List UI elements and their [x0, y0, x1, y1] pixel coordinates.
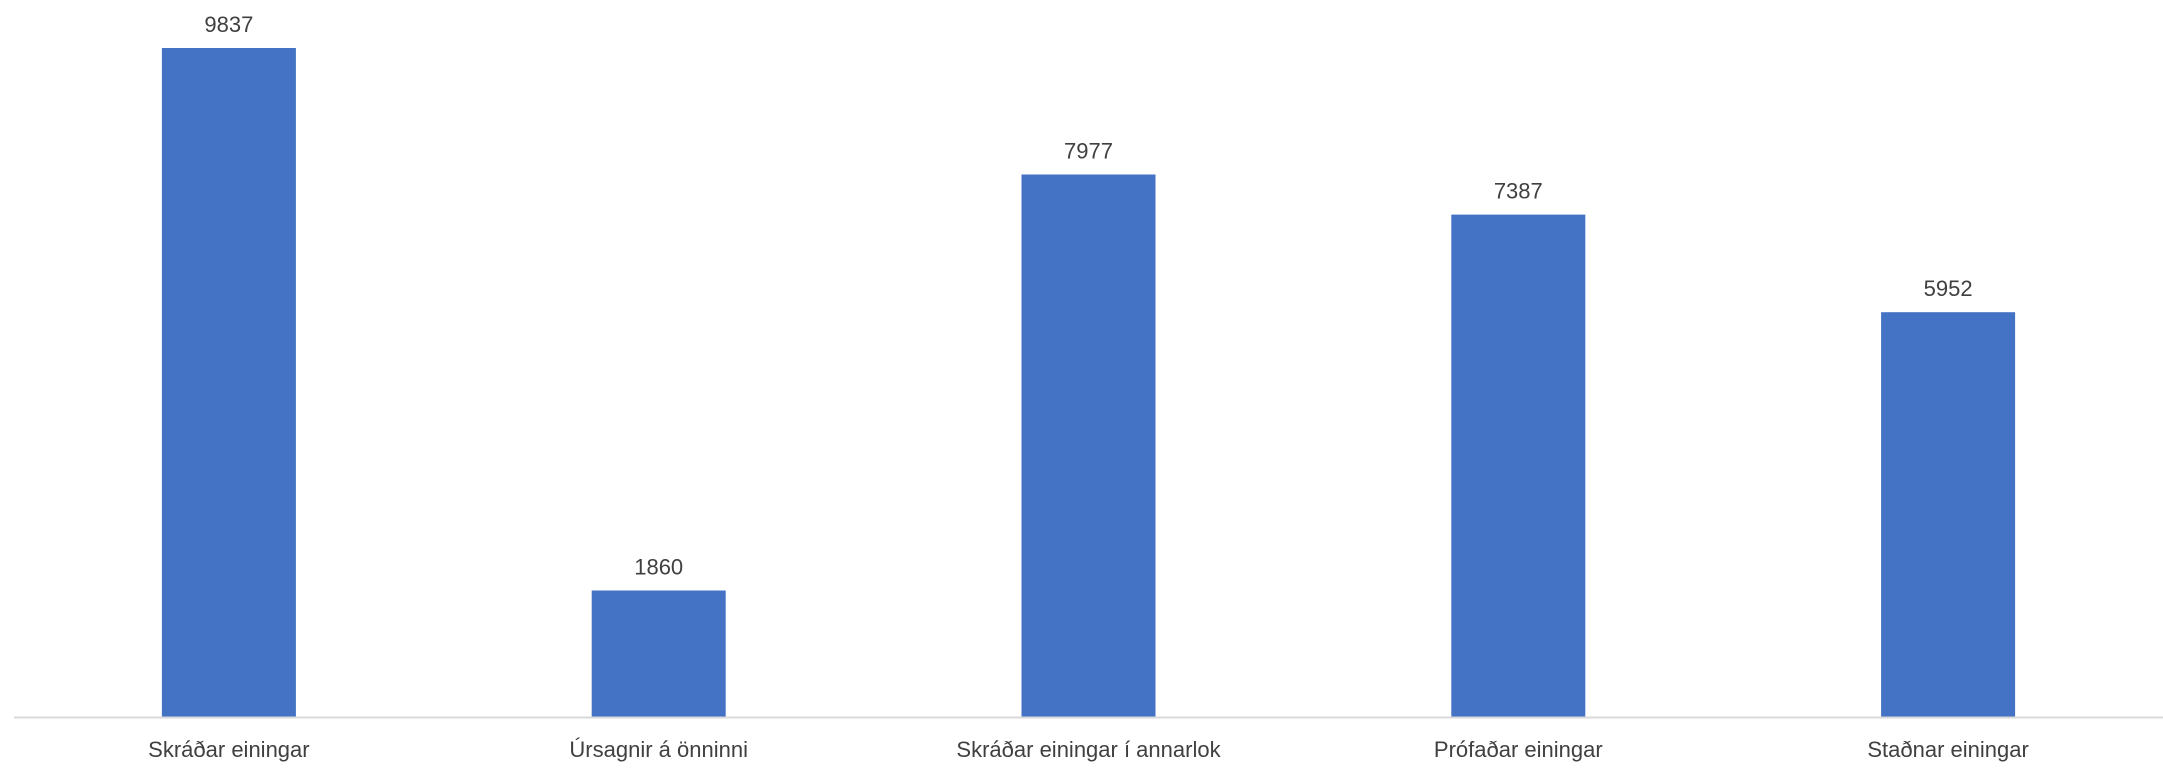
data-label-1: 9837	[204, 12, 253, 37]
bar-5	[1881, 312, 2016, 717]
bar-3	[1021, 174, 1156, 717]
category-label-5: Staðnar einingar	[1867, 737, 2028, 762]
category-labels-layer: Skráðar einingar Úrsagnir á önninni Skráða…	[148, 737, 2029, 762]
category-label-1: Skráðar einingar	[148, 737, 309, 762]
bar-2	[591, 590, 726, 717]
data-label-5: 5952	[1924, 276, 1973, 301]
bar-4	[1451, 214, 1586, 717]
data-labels-layer: 9837 1860 7977 7387 5952	[204, 12, 1972, 580]
category-label-2: Úrsagnir á önninni	[569, 737, 748, 762]
bar-1	[161, 48, 296, 717]
data-label-2: 1860	[634, 555, 683, 580]
data-label-3: 7977	[1064, 139, 1113, 164]
data-label-4: 7387	[1494, 179, 1543, 204]
category-label-3: Skráðar einingar í annarlok	[956, 737, 1221, 762]
bars-layer	[161, 48, 2016, 717]
category-label-4: Prófaðar einingar	[1434, 737, 1603, 762]
